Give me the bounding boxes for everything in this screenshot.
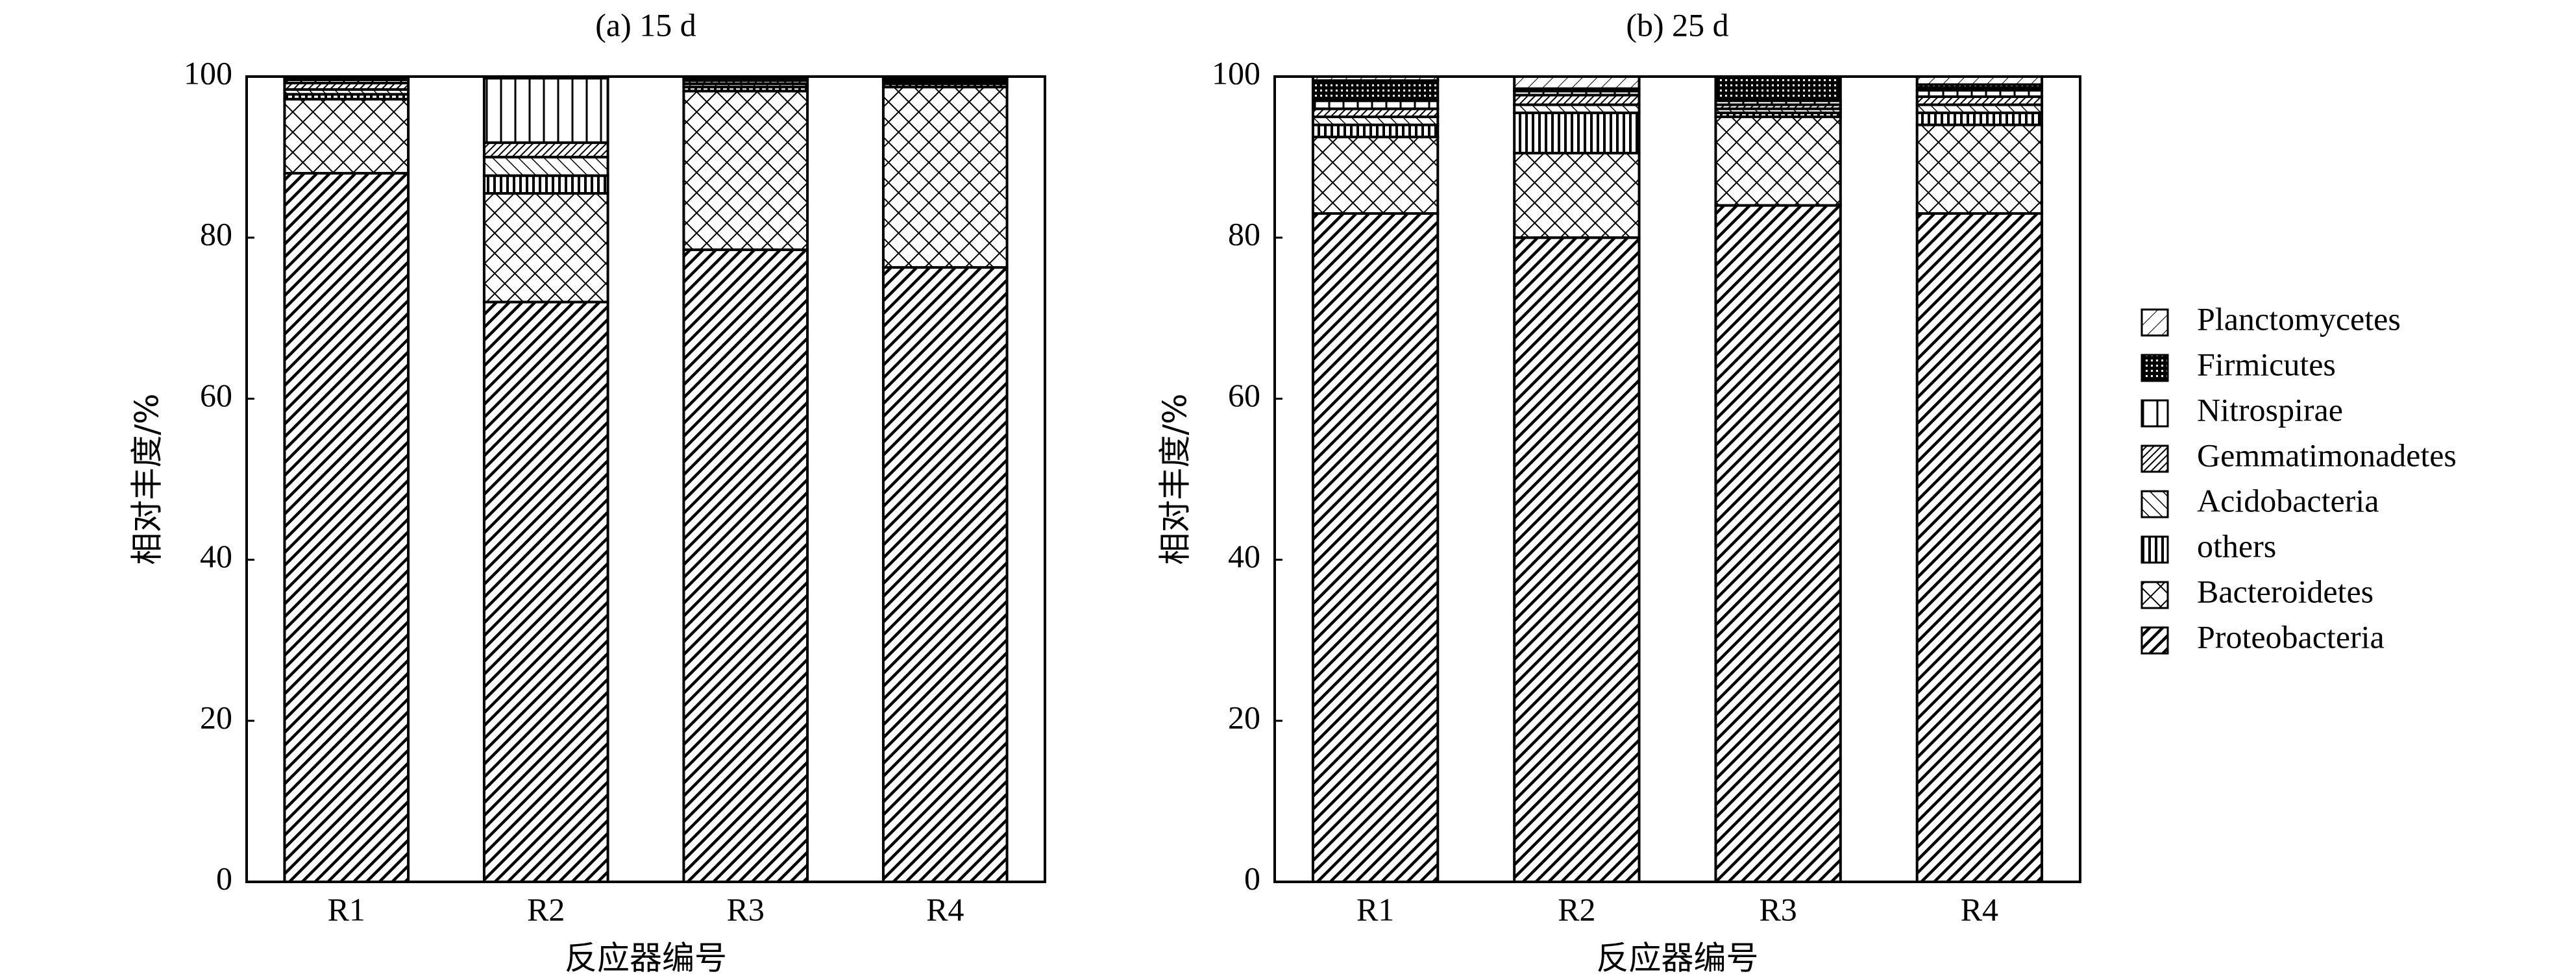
x-axis-label: 反应器编号 [565, 940, 727, 974]
plot-frame [1273, 75, 2081, 883]
legend-swatch [2141, 581, 2169, 609]
legend-label: Bacteroidetes [2197, 573, 2374, 609]
y-tick-label: 100 [184, 55, 232, 91]
bar-segment [1714, 204, 1842, 883]
x-axis-label: 反应器编号 [1597, 940, 1759, 974]
y-tick-label: 20 [1228, 699, 1260, 735]
bar-segment [1513, 93, 1641, 106]
y-tick-label: 0 [216, 860, 232, 896]
bar-segment [1915, 212, 2044, 884]
legend-swatch [2141, 354, 2169, 382]
bar-segment [482, 141, 609, 159]
y-tick-label: 40 [1228, 538, 1260, 574]
chart-title: (a) 15 d [595, 6, 696, 43]
legend-swatch [2141, 308, 2169, 337]
bar-segment [1513, 236, 1641, 883]
bar-segment [1714, 75, 1842, 103]
legend-label: Firmicutes [2197, 346, 2336, 382]
bar-segment [881, 266, 1009, 883]
bar-segment [1915, 123, 2044, 215]
bar-segment [1513, 111, 1641, 154]
x-tick-label: R3 [1759, 891, 1797, 927]
bar-segment [1311, 136, 1440, 215]
x-tick-label: R2 [1558, 891, 1595, 927]
plot-frame [245, 75, 1046, 883]
legend-label: Acidobacteria [2197, 482, 2379, 518]
legend-label: others [2197, 528, 2276, 564]
bar-segment [1311, 79, 1440, 103]
bar-segment [482, 174, 609, 195]
y-axis-label: 相对丰度/% [129, 393, 166, 565]
bar-segment [283, 171, 410, 883]
bar-segment [283, 97, 410, 175]
legend-label: Planctomycetes [2197, 300, 2401, 337]
bar-segment [482, 300, 609, 884]
x-tick-label: R4 [926, 891, 964, 927]
x-tick-label: R1 [328, 891, 365, 927]
bar-segment [482, 191, 609, 304]
legend-swatch [2141, 626, 2169, 655]
y-tick-label: 80 [200, 216, 232, 252]
y-axis-label: 相对丰度/% [1157, 393, 1194, 565]
legend-label: Nitrospirae [2197, 391, 2343, 428]
y-tick-label: 100 [1212, 55, 1260, 91]
x-tick-label: R3 [727, 891, 765, 927]
y-tick-label: 40 [200, 538, 232, 574]
bar-segment [1513, 151, 1641, 239]
chart-title: (b) 25 d [1626, 6, 1728, 43]
legend-label: Gemmatimonadetes [2197, 437, 2457, 473]
legend-swatch [2141, 535, 2169, 564]
bar-segment [1714, 116, 1842, 207]
bar-segment [1311, 212, 1440, 884]
x-tick-label: R4 [1961, 891, 1998, 927]
y-tick-label: 0 [1244, 860, 1260, 896]
bar-segment [682, 90, 809, 251]
bar-segment [1513, 75, 1641, 90]
bar-segment [1915, 111, 2044, 127]
bar-segment [881, 86, 1009, 269]
y-tick-label: 20 [200, 699, 232, 735]
x-tick-label: R1 [1356, 891, 1394, 927]
bar-segment [1311, 123, 1440, 139]
bar-segment [482, 156, 609, 177]
legend-label: Proteobacteria [2197, 618, 2385, 655]
y-tick-label: 80 [1228, 216, 1260, 252]
legend-swatch [2141, 444, 2169, 473]
y-tick-label: 60 [1228, 377, 1260, 413]
x-tick-label: R2 [527, 891, 565, 927]
legend-swatch [2141, 399, 2169, 428]
y-tick-label: 60 [200, 377, 232, 413]
bar-segment [682, 248, 809, 883]
legend-swatch [2141, 490, 2169, 518]
bar-segment [482, 77, 609, 144]
